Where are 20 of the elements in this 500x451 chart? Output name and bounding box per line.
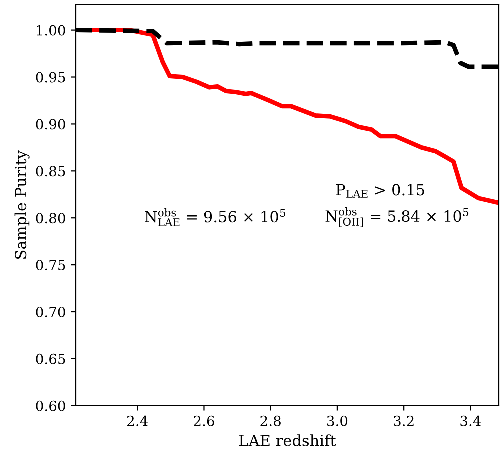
annotation: P$_{LAE}$ > 0.15 [336,184,424,198]
x-tick-label: 3.0 [327,416,348,426]
y-tick-label: 0.65 [36,354,66,364]
y-axis-title: Sample Purity [14,150,30,259]
y-tick-label: 0.60 [36,400,66,412]
annotation: N$^{obs}$$_{[OII]}$ = 5.84 × 10$^{5}$ [326,208,469,228]
x-axis-title: LAE redshift [240,434,336,446]
x-tick-label: 2.4 [128,416,148,426]
y-tick-label: 0.70 [36,306,66,318]
x-tick-label: 2.8 [260,416,281,426]
y-tick-label: 1.00 [37,25,66,36]
y-tick-label: 0.75 [36,260,66,271]
x-tick-label: 3.2 [394,416,414,426]
y-tick-label: 0.80 [36,213,66,224]
x-tick-label: 3.4 [460,416,482,426]
y-tick-label: 0.90 [36,119,66,130]
y-tick-label: 0.95 [36,72,66,83]
y-tick-label: 0.85 [36,166,66,177]
x-tick-label: 2.6 [194,416,214,426]
annotation: N$^{obs}$$_{LAE}$ = 9.56 × 10$^{5}$ [145,208,286,226]
